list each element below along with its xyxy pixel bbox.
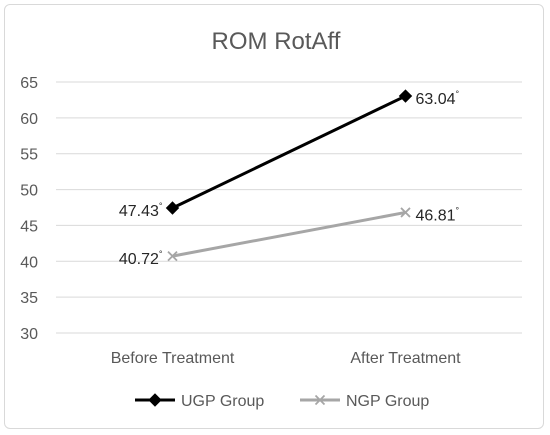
legend-label: NGP Group xyxy=(346,393,429,410)
data-point xyxy=(167,250,178,262)
data-label: 63.04° xyxy=(416,89,460,108)
marker-stroke xyxy=(314,394,326,406)
chart-title: ROM RotAff xyxy=(212,28,341,55)
series-line-2 xyxy=(172,210,406,258)
data-point xyxy=(165,201,180,215)
y-tick-label: 60 xyxy=(20,111,38,128)
gridlines xyxy=(56,81,522,334)
data-label: 46.81° xyxy=(416,205,460,224)
x-tick-label: After Treatment xyxy=(350,350,461,367)
y-tick-label: 50 xyxy=(20,183,38,200)
data-label: 40.72° xyxy=(119,249,163,268)
data-point xyxy=(398,89,413,103)
legend-item-2: NGP Group xyxy=(300,393,429,410)
legend-marker xyxy=(314,394,326,406)
legend-marker xyxy=(148,393,162,407)
series-layer xyxy=(165,89,413,262)
legend: UGP Group NGP Group xyxy=(135,393,429,410)
y-tick-label: 55 xyxy=(20,147,38,164)
y-axis-ticks: 30 35 40 45 50 55 60 65 xyxy=(20,75,38,343)
y-tick-label: 35 xyxy=(20,290,38,307)
x-tick-label: Before Treatment xyxy=(111,350,235,367)
legend-label: UGP Group xyxy=(181,393,264,410)
y-tick-label: 30 xyxy=(20,326,38,343)
series-line-1 xyxy=(171,94,407,210)
chart-frame xyxy=(4,4,544,429)
marker-stroke xyxy=(400,207,411,218)
data-point xyxy=(400,207,411,218)
y-tick-label: 65 xyxy=(20,75,38,92)
marker-stroke xyxy=(167,250,178,262)
x-axis-ticks: Before Treatment After Treatment xyxy=(111,350,462,367)
legend-item-1: UGP Group xyxy=(135,393,264,410)
data-label: 47.43° xyxy=(119,201,163,220)
y-tick-label: 45 xyxy=(20,218,38,235)
data-labels: 47.43° 63.04° 40.72° 46.81° xyxy=(119,89,460,268)
y-tick-label: 40 xyxy=(20,254,38,271)
